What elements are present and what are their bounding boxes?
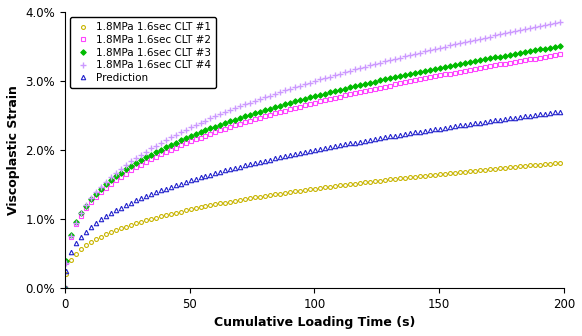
- Prediction: [548, 111, 555, 115]
- 1.8MPa 1.6sec CLT #3: [299, 97, 306, 101]
- Prediction: [302, 150, 309, 154]
- 1.8MPa 1.6sec CLT #2: [359, 90, 365, 94]
- 1.8MPa 1.6sec CLT #4: [471, 38, 478, 42]
- Y-axis label: Viscoplastic Strain: Viscoplastic Strain: [7, 85, 20, 215]
- 1.8MPa 1.6sec CLT #1: [299, 188, 306, 193]
- 1.8MPa 1.6sec CLT #1: [302, 188, 309, 192]
- 1.8MPa 1.6sec CLT #2: [299, 104, 306, 108]
- 1.8MPa 1.6sec CLT #4: [359, 66, 365, 70]
- 1.8MPa 1.6sec CLT #1: [548, 162, 555, 166]
- Line: 1.8MPa 1.6sec CLT #2: 1.8MPa 1.6sec CLT #2: [64, 52, 566, 264]
- Prediction: [62, 269, 69, 273]
- 1.8MPa 1.6sec CLT #3: [471, 59, 478, 63]
- Line: Prediction: Prediction: [63, 109, 566, 273]
- Prediction: [471, 121, 478, 125]
- 1.8MPa 1.6sec CLT #1: [62, 272, 69, 276]
- Legend: 1.8MPa 1.6sec CLT #1, 1.8MPa 1.6sec CLT #2, 1.8MPa 1.6sec CLT #3, 1.8MPa 1.6sec : 1.8MPa 1.6sec CLT #1, 1.8MPa 1.6sec CLT …: [70, 17, 217, 88]
- 1.8MPa 1.6sec CLT #3: [302, 97, 309, 101]
- Line: 1.8MPa 1.6sec CLT #3: 1.8MPa 1.6sec CLT #3: [64, 44, 566, 263]
- Prediction: [332, 144, 339, 148]
- 1.8MPa 1.6sec CLT #4: [62, 261, 69, 265]
- 1.8MPa 1.6sec CLT #2: [302, 103, 309, 107]
- 1.8MPa 1.6sec CLT #1: [560, 160, 567, 164]
- 1.8MPa 1.6sec CLT #2: [548, 54, 555, 58]
- Line: 1.8MPa 1.6sec CLT #4: 1.8MPa 1.6sec CLT #4: [63, 18, 566, 266]
- 1.8MPa 1.6sec CLT #1: [332, 184, 339, 188]
- 1.8MPa 1.6sec CLT #1: [471, 169, 478, 173]
- 1.8MPa 1.6sec CLT #3: [560, 43, 567, 47]
- 1.8MPa 1.6sec CLT #3: [548, 45, 555, 49]
- 1.8MPa 1.6sec CLT #2: [332, 96, 339, 100]
- 1.8MPa 1.6sec CLT #3: [332, 89, 339, 93]
- 1.8MPa 1.6sec CLT #1: [359, 181, 365, 185]
- X-axis label: Cumulative Loading Time (s): Cumulative Loading Time (s): [214, 316, 415, 329]
- 1.8MPa 1.6sec CLT #4: [299, 83, 306, 87]
- 1.8MPa 1.6sec CLT #2: [471, 67, 478, 71]
- 1.8MPa 1.6sec CLT #4: [560, 19, 567, 23]
- 1.8MPa 1.6sec CLT #3: [62, 259, 69, 263]
- 1.8MPa 1.6sec CLT #4: [332, 73, 339, 77]
- 1.8MPa 1.6sec CLT #2: [560, 52, 567, 56]
- 1.8MPa 1.6sec CLT #2: [62, 260, 69, 264]
- 1.8MPa 1.6sec CLT #4: [302, 82, 309, 86]
- 1.8MPa 1.6sec CLT #4: [548, 22, 555, 26]
- Prediction: [359, 139, 365, 143]
- Line: 1.8MPa 1.6sec CLT #1: 1.8MPa 1.6sec CLT #1: [64, 161, 566, 276]
- Prediction: [299, 151, 306, 155]
- Prediction: [560, 109, 567, 113]
- 1.8MPa 1.6sec CLT #3: [359, 83, 365, 87]
